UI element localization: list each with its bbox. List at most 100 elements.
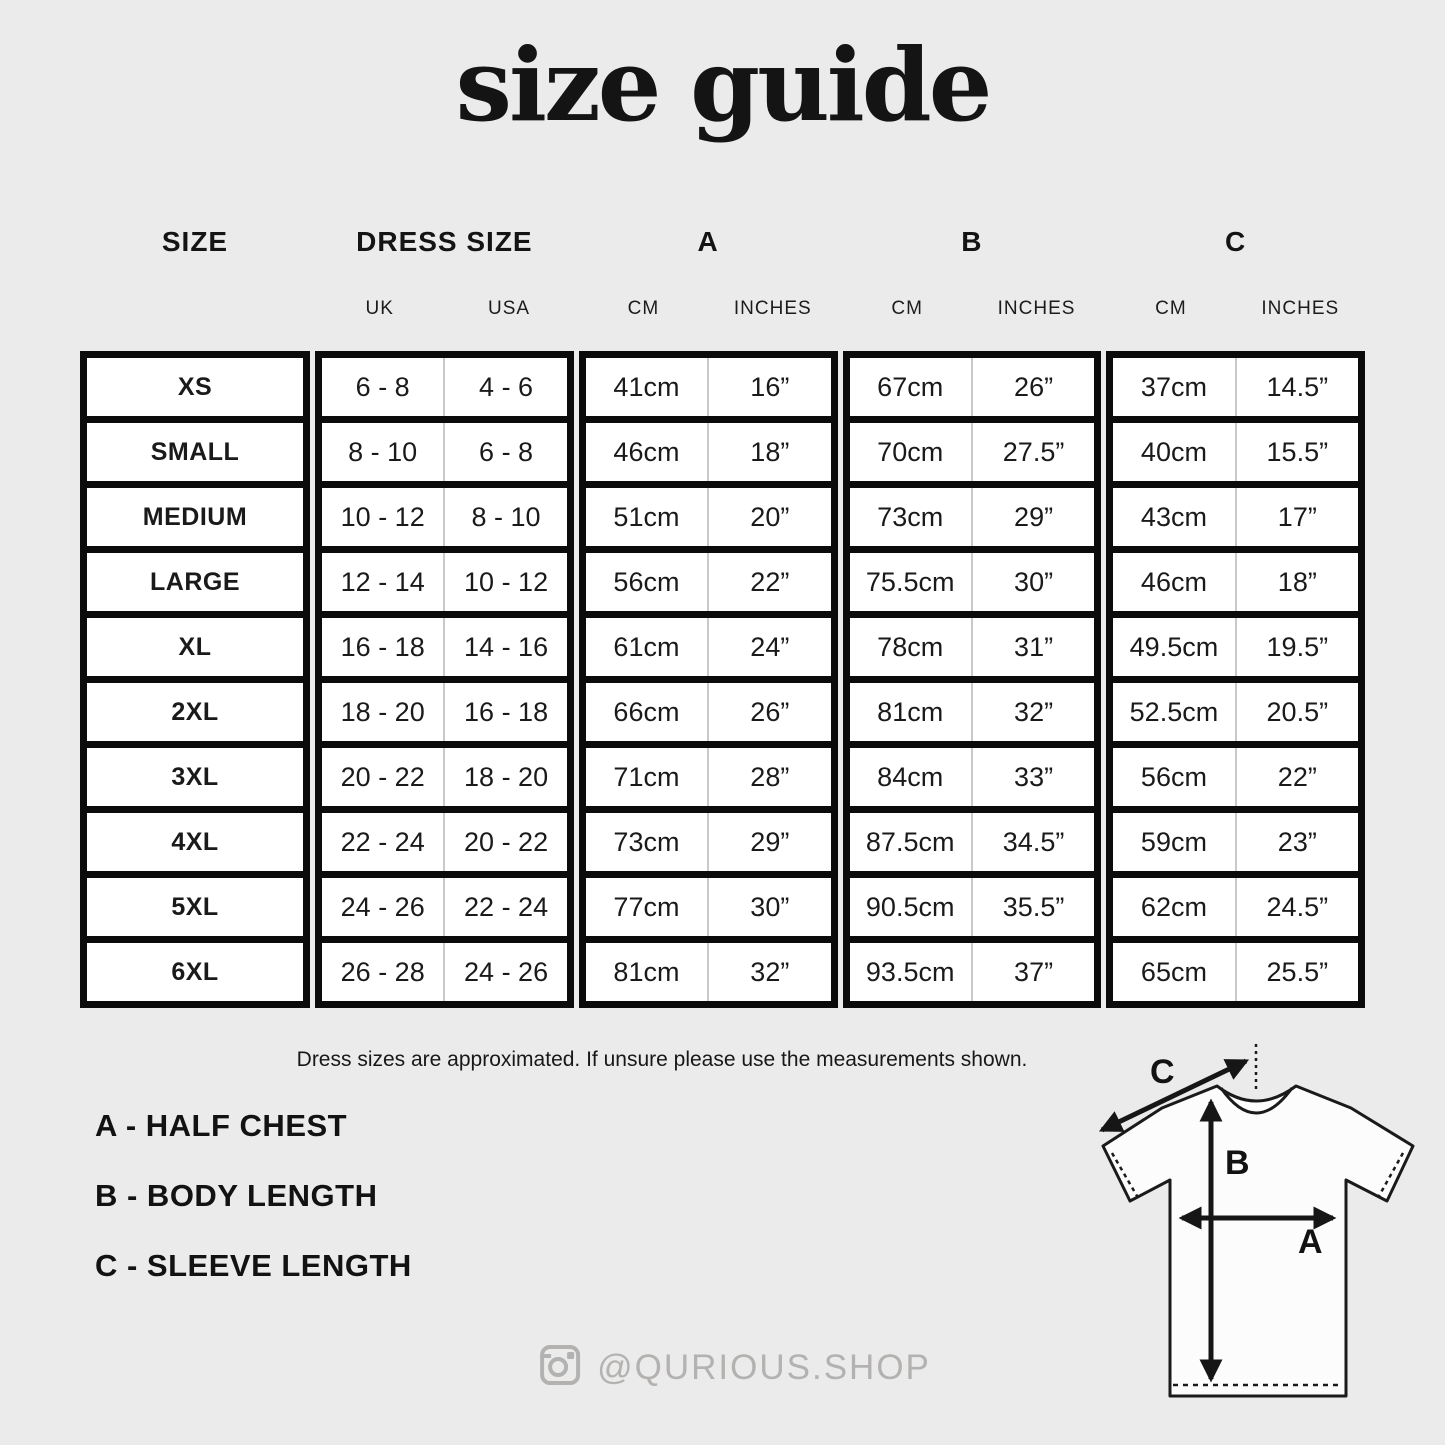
table-row-cell: 78cm 31” xyxy=(849,618,1095,676)
value-cell: 24 - 26 xyxy=(340,891,425,922)
size-label-5xl: 5XL xyxy=(87,878,303,936)
table-row-cell: 73cm 29” xyxy=(849,488,1095,546)
table-row-cell: 81cm 32” xyxy=(585,943,831,1001)
value-cell: 78cm xyxy=(877,631,944,662)
value-cell: 18” xyxy=(707,423,830,481)
value-cell: 56cm xyxy=(613,566,680,597)
value-cell: 32” xyxy=(707,943,830,1001)
table-row-cell: 77cm 30” xyxy=(585,878,831,936)
value-cell: 81cm xyxy=(877,696,944,727)
header-b: B xyxy=(961,226,983,257)
diagram-label-a: A xyxy=(1298,1223,1323,1261)
value-cell: 37” xyxy=(970,943,1094,1001)
header-c: C xyxy=(1225,226,1247,257)
value-cell: 22” xyxy=(1234,748,1358,806)
legend-sleeve-length: C - SLEEVE LENGTH xyxy=(95,1248,412,1283)
table-row-cell: 73cm 29” xyxy=(585,813,831,871)
table-subheader-row: UK USA CM INCHES CM INCHES CM INCHES xyxy=(80,298,1365,320)
value-cell: 31” xyxy=(970,618,1094,676)
subheader-uk: UK xyxy=(365,298,394,319)
value-cell: 6 - 8 xyxy=(355,371,410,402)
size-label-2xl: 2XL xyxy=(87,683,303,741)
value-cell: 46cm xyxy=(613,436,680,467)
value-cell: 20” xyxy=(707,488,830,546)
value-cell: 4 - 6 xyxy=(443,358,566,416)
page-title: size guide xyxy=(455,26,993,144)
value-cell: 84cm xyxy=(877,761,944,792)
value-cell: 8 - 10 xyxy=(348,436,418,467)
value-cell: 22 - 24 xyxy=(443,878,566,936)
table-row-cell: 84cm 33” xyxy=(849,748,1095,806)
value-cell: 29” xyxy=(970,488,1094,546)
subheader-a: CM INCHES xyxy=(579,298,838,320)
group-rows-a: 41cm 16” 46cm 18” 51cm 20” 56cm 22” 61cm 24” 66cm 2… xyxy=(578,351,838,1008)
value-cell: 27.5” xyxy=(970,423,1094,481)
value-cell: 46cm xyxy=(1140,566,1207,597)
value-cell: 73cm xyxy=(613,826,680,857)
subheader-a-cm: CM xyxy=(627,298,660,319)
table-row-cell: 65cm 25.5” xyxy=(1113,943,1358,1001)
value-cell: 93.5cm xyxy=(865,956,955,987)
header-a: A xyxy=(697,226,719,257)
table-row-cell: 49.5cm 19.5” xyxy=(1113,618,1358,676)
table-row-cell: 75.5cm 30” xyxy=(849,553,1095,611)
value-cell: 20 - 22 xyxy=(443,813,566,871)
size-label-xs: XS xyxy=(87,358,303,416)
value-cell: 10 - 12 xyxy=(340,501,425,532)
table-row-cell: 87.5cm 34.5” xyxy=(849,813,1095,871)
value-cell: 25.5” xyxy=(1234,943,1358,1001)
subheader-c-cm: CM xyxy=(1155,298,1187,319)
value-cell: 16” xyxy=(707,358,830,416)
arrow-c-sleeve-length xyxy=(1098,1058,1250,1133)
size-label-3xl: 3XL xyxy=(87,748,303,806)
value-cell: 90.5cm xyxy=(865,891,955,922)
table-row-cell: 10 - 12 8 - 10 xyxy=(322,488,567,546)
size-table: SIZE DRESS SIZE A B C UK USA CM INCHES C… xyxy=(80,226,1365,1008)
right-sleeve-hem-dashed-line xyxy=(1377,1152,1405,1197)
subheader-dress: UK USA xyxy=(315,298,574,320)
value-cell: 37cm xyxy=(1140,371,1207,402)
legend-half-chest: A - HALF CHEST xyxy=(95,1108,348,1143)
table-row-cell: 41cm 16” xyxy=(585,358,831,416)
table-header-row: SIZE DRESS SIZE A B C xyxy=(80,226,1365,258)
value-cell: 30” xyxy=(970,553,1094,611)
value-cell: 56cm xyxy=(1140,761,1207,792)
value-cell: 34.5” xyxy=(970,813,1094,871)
value-cell: 20.5” xyxy=(1234,683,1358,741)
table-row-cell: 59cm 23” xyxy=(1113,813,1358,871)
table-row-cell: 12 - 14 10 - 12 xyxy=(322,553,567,611)
table-row-cell: 56cm 22” xyxy=(585,553,831,611)
value-cell: 33” xyxy=(970,748,1094,806)
value-cell: 65cm xyxy=(1140,956,1207,987)
tshirt-measurement-diagram: A B C xyxy=(1098,1044,1415,1398)
table-row-cell: 93.5cm 37” xyxy=(849,943,1095,1001)
disclaimer-note: Dress sizes are approximated. If unsure … xyxy=(296,1048,1028,1071)
legend-body-length: B - BODY LENGTH xyxy=(95,1178,378,1213)
table-row-cell: 20 - 22 18 - 20 xyxy=(322,748,567,806)
value-cell: 29” xyxy=(707,813,830,871)
value-cell: 6 - 8 xyxy=(443,423,566,481)
table-row-cell: 37cm 14.5” xyxy=(1113,358,1358,416)
table-row-cell: 66cm 26” xyxy=(585,683,831,741)
group-size-rows: XS SMALL MEDIUM LARGE XL 2XL 3XL 4XL 5XL 6XL xyxy=(80,351,310,1008)
value-cell: 43cm xyxy=(1140,501,1207,532)
value-cell: 52.5cm xyxy=(1129,696,1219,727)
value-cell: 15.5” xyxy=(1234,423,1358,481)
table-row-cell: 52.5cm 20.5” xyxy=(1113,683,1358,741)
value-cell: 81cm xyxy=(613,956,680,987)
table-row-cell: 6 - 8 4 - 6 xyxy=(322,358,567,416)
table-row-cell: 46cm 18” xyxy=(1113,553,1358,611)
size-label-6xl: 6XL xyxy=(87,943,303,1001)
table-row-cell: 51cm 20” xyxy=(585,488,831,546)
size-label-4xl: 4XL xyxy=(87,813,303,871)
value-cell: 40cm xyxy=(1140,436,1207,467)
table-row-cell: 90.5cm 35.5” xyxy=(849,878,1095,936)
table-row-cell: 62cm 24.5” xyxy=(1113,878,1358,936)
value-cell: 14.5” xyxy=(1234,358,1358,416)
value-cell: 87.5cm xyxy=(865,826,955,857)
value-cell: 23” xyxy=(1234,813,1358,871)
value-cell: 22 - 24 xyxy=(340,826,425,857)
group-rows-b: 67cm 26” 70cm 27.5” 73cm 29” 75.5cm 30” 78cm 31” 8… xyxy=(842,351,1102,1008)
value-cell: 67cm xyxy=(877,371,944,402)
